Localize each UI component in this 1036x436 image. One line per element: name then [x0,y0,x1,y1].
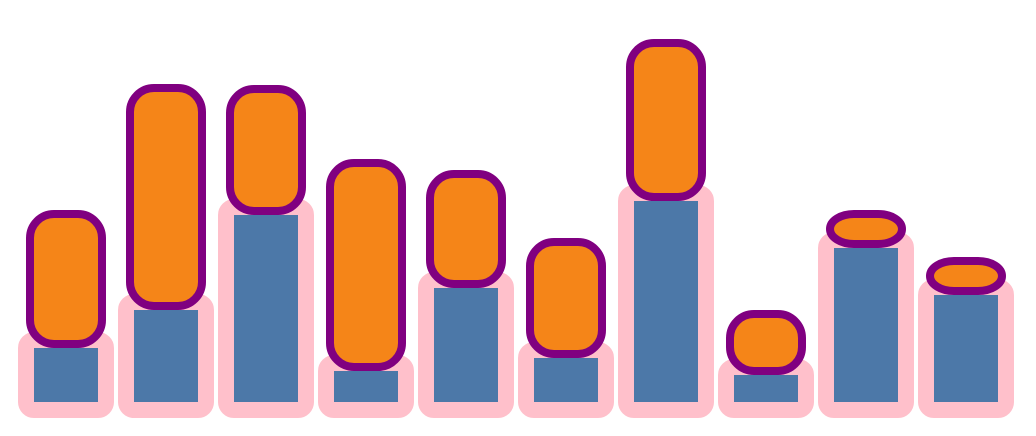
bar-segment-2-7 [626,39,706,201]
bar-segment-2-4 [326,159,406,371]
bar-segment-1-3 [234,215,298,402]
bar-segment-2-10 [926,257,1006,295]
bar-segment-2-5 [426,170,506,288]
bar-segment-1-1 [34,348,98,402]
bar-segment-2-2 [126,84,206,310]
bar-segment-1-4 [334,371,398,402]
bar-group-1 [18,210,114,418]
bar-group-3 [218,85,314,418]
bar-group-8 [718,310,814,418]
bar-segment-1-2 [134,310,198,402]
bars-layer [18,39,1014,418]
bar-segment-1-10 [934,295,998,402]
bar-segment-2-6 [526,238,606,358]
bar-group-5 [418,170,514,418]
bar-segment-1-8 [734,375,798,402]
bar-group-9 [818,210,914,418]
bar-segment-2-1 [26,210,106,348]
bar-segment-1-9 [834,248,898,402]
bar-segment-1-6 [534,358,598,402]
bar-group-6 [518,238,614,418]
bar-segment-2-9 [826,210,906,248]
bar-segment-1-5 [434,288,498,402]
bar-segment-2-3 [226,85,306,215]
bar-group-10 [918,257,1014,418]
bar-group-7 [618,39,714,418]
bar-group-4 [318,159,414,418]
bar-segment-2-8 [726,310,806,375]
bar-segment-1-7 [634,201,698,402]
bar-group-2 [118,84,214,418]
